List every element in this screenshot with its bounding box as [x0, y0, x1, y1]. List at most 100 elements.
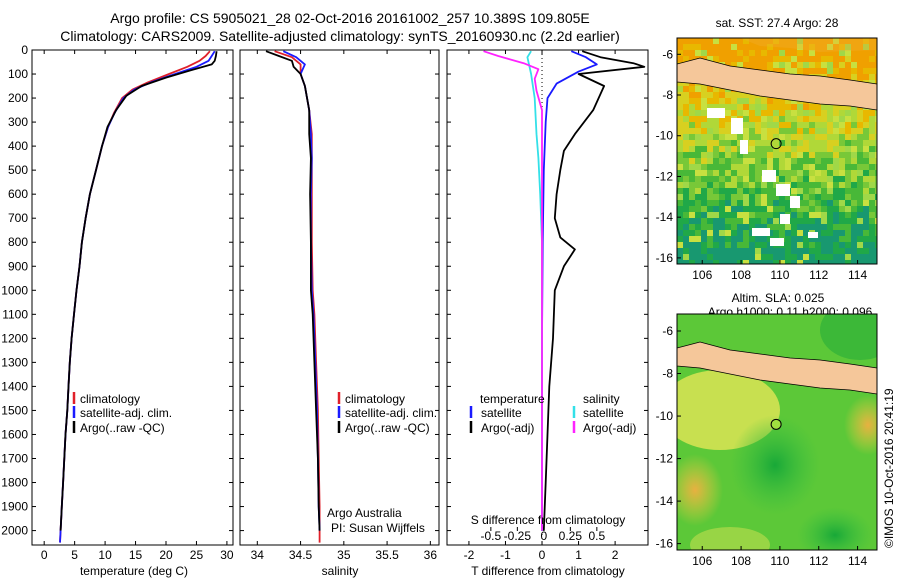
sst-pixel [791, 218, 797, 224]
sst-pixel [785, 242, 791, 248]
sst-pixel [761, 98, 767, 104]
sst-pixel [863, 74, 869, 80]
depth-tick-label: 0 [21, 43, 28, 57]
sst-pixel [785, 230, 791, 236]
sst-pixel [821, 206, 827, 212]
sst-pixel [719, 188, 725, 194]
sst-pixel [821, 200, 827, 206]
sst-pixel [689, 140, 695, 146]
t-difference-axis-label: T difference from climatology [471, 564, 625, 578]
pi-annotation: PI: Susan Wijffels [331, 521, 425, 535]
x-tick-label: 35 [337, 548, 351, 562]
sst-pixel [725, 188, 731, 194]
sst-pixel [743, 50, 749, 56]
sst-pixel [839, 134, 845, 140]
sst-pixel [737, 92, 743, 98]
sst-pixel [725, 200, 731, 206]
sst-pixel [773, 254, 779, 260]
sst-pixel [821, 248, 827, 254]
sst-pixel [677, 176, 683, 182]
sst-pixel [737, 56, 743, 62]
sst-pixel [737, 260, 743, 264]
sst-pixel [809, 44, 815, 50]
sst-pixel [809, 224, 815, 230]
sst-pixel [773, 56, 779, 62]
sst-pixel [857, 236, 863, 242]
sst-pixel [809, 176, 815, 182]
series-line [265, 50, 321, 531]
sst-pixel [743, 116, 749, 122]
sst-pixel [779, 122, 785, 128]
sst-pixel [701, 38, 707, 44]
sst-pixel [803, 128, 809, 134]
sst-pixel [749, 56, 755, 62]
sst-pixel [797, 248, 803, 254]
sst-pixel [821, 38, 827, 44]
legend-satellite-label: satellite-adj. clim. [80, 406, 172, 420]
sst-pixel [857, 62, 863, 68]
sst-pixel [797, 170, 803, 176]
sst-pixel [809, 170, 815, 176]
sst-pixel [761, 110, 767, 116]
sst-pixel [797, 164, 803, 170]
sst-pixel [743, 260, 749, 264]
sst-pixel [749, 62, 755, 68]
depth-tick-label: 1000 [1, 283, 28, 297]
sst-pixel [719, 206, 725, 212]
sst-pixel [737, 62, 743, 68]
sst-pixel [713, 182, 719, 188]
sst-pixel [809, 200, 815, 206]
sst-pixel [863, 212, 869, 218]
sst-pixel [701, 194, 707, 200]
sst-pixel [833, 104, 839, 110]
sst-pixel [707, 194, 713, 200]
sst-pixel [791, 242, 797, 248]
difference-legend: temperature salinity satellite Argo(-adj… [469, 392, 636, 527]
sst-pixel [875, 68, 877, 74]
sst-pixel [833, 224, 839, 230]
sst-pixel [839, 116, 845, 122]
sst-pixel [749, 260, 755, 264]
sst-pixel [833, 110, 839, 116]
sst-map-axes: 106 108 110 112 114 -6 -8 -10 -12 -14 -16 [656, 47, 868, 282]
sst-pixel [701, 236, 707, 242]
sst-pixel [749, 92, 755, 98]
salinity-legend: climatology satellite-adj. clim. Argo(..… [327, 392, 437, 535]
sst-pixel [677, 128, 683, 134]
sst-pixel [761, 128, 767, 134]
sst-pixel [827, 254, 833, 260]
sst-pixel [851, 110, 857, 116]
sst-pixel [725, 110, 731, 116]
sst-pixel [875, 260, 877, 264]
sst-pixel [845, 158, 851, 164]
sst-pixel [713, 104, 719, 110]
sst-pixel [725, 230, 731, 236]
sst-pixel [749, 194, 755, 200]
sst-pixel [797, 188, 803, 194]
sst-pixel [677, 260, 683, 264]
sst-pixel [713, 158, 719, 164]
sst-pixel [857, 56, 863, 62]
sst-pixel [815, 248, 821, 254]
sst-pixel [773, 230, 779, 236]
sst-pixel [695, 212, 701, 218]
sst-pixel [695, 200, 701, 206]
sst-pixel [719, 92, 725, 98]
sst-pixel [863, 56, 869, 62]
sst-pixel [875, 116, 877, 122]
sst-pixel [731, 260, 737, 264]
sst-pixel [833, 152, 839, 158]
sst-pixel [785, 98, 791, 104]
sst-pixel [833, 116, 839, 122]
sst-pixel [791, 248, 797, 254]
sst-pixel [827, 44, 833, 50]
sst-pixel [803, 206, 809, 212]
sst-pixel [749, 254, 755, 260]
map-lat-label: -6 [662, 47, 673, 61]
sst-pixel [851, 68, 857, 74]
sst-pixel [689, 200, 695, 206]
sst-pixel [719, 248, 725, 254]
profile-plots: 0 5 10 15 20 25 30 34 34.5 35 35.5 36 -2 -1 0 1 2 -0.5 -0.… [41, 50, 646, 562]
sst-pixel [773, 158, 779, 164]
sst-pixel [875, 50, 877, 56]
